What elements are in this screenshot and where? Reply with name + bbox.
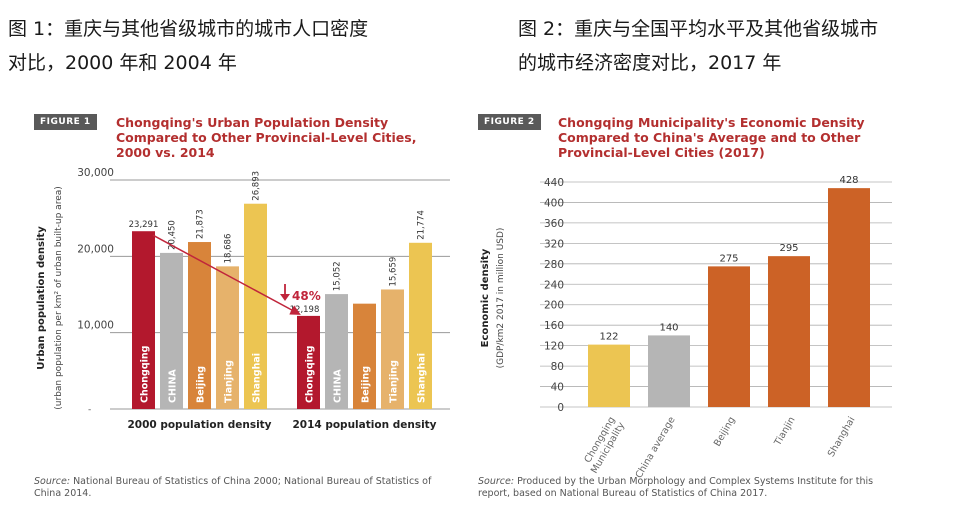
bar-value-label: 12,198 xyxy=(290,305,320,315)
bar-tianjin xyxy=(768,256,810,407)
bar-beijing-2000 xyxy=(188,242,211,409)
bar-category-label: Tianjing xyxy=(224,360,235,403)
group-label: 2000 population density xyxy=(127,419,271,431)
y-tick-label: 360 xyxy=(544,218,564,230)
figure1-source-text: National Bureau of Statistics of China 2… xyxy=(34,476,432,499)
y-tick-label: 280 xyxy=(544,259,564,271)
y-tick-label: 20,000 xyxy=(77,243,114,255)
figure2-title-line2: Compared to China's Average and to Other xyxy=(558,130,861,145)
bar-category-label: CHINA xyxy=(333,369,344,403)
bar-category-label: Shanghai xyxy=(252,353,263,403)
y-tick-label: 0 xyxy=(557,402,564,414)
y-tick-label: 30,000 xyxy=(77,167,114,179)
y-tick-label: 160 xyxy=(544,320,564,332)
bar-value-label: 18,686 xyxy=(224,234,234,264)
figure1-title-line2: Compared to Other Provincial-Level Citie… xyxy=(116,130,417,145)
x-tick-label-line: Shanghai xyxy=(826,415,858,459)
bar-shanghai-2014 xyxy=(409,242,432,409)
x-tick-label: China average xyxy=(634,415,678,480)
x-tick-label-line: Tianjin xyxy=(772,415,798,448)
figure1-badge: FIGURE 1 xyxy=(34,114,97,130)
bar-category-label: Chongqing xyxy=(305,346,316,403)
x-tick-label-line: China average xyxy=(634,415,678,480)
y-tick-label: 440 xyxy=(544,177,564,189)
bar-category-label: Beijing xyxy=(196,366,207,403)
figure2-title-line3: Provincial-Level Cities (2017) xyxy=(558,145,765,160)
bar-category-label: CHINA xyxy=(168,369,179,403)
y-tick-label: 320 xyxy=(544,238,564,250)
percent-annotation: 48% xyxy=(292,289,321,303)
figure1-title: Chongqing's Urban Population Density Com… xyxy=(116,115,416,160)
bar-value-label: 26,893 xyxy=(252,171,262,201)
bar-category-label: Tianjing xyxy=(389,360,400,403)
decline-arrow xyxy=(152,234,301,315)
population-density-chart: 10,000 20,000 30,000 - Urban population dens… xyxy=(36,167,450,431)
figure2-caption-line1: 图 2：重庆与全国平均水平及其他省级城市 xyxy=(518,18,879,40)
y-axis-title: Urban population density xyxy=(36,226,47,370)
x-tick-label: Shanghai xyxy=(826,415,858,459)
y-axis-subtitle: (GDP/km2 2017 in million USD) xyxy=(496,228,506,369)
figure2-source: Source: Produced by the Urban Morphology… xyxy=(478,476,898,500)
y-axis-subtitle: (urban population per km² of urban built… xyxy=(54,186,64,410)
bar-china-average xyxy=(648,335,690,407)
figure2-source-label: Source: xyxy=(478,476,515,487)
bar-tianjing-2014 xyxy=(381,289,404,409)
group-label: 2014 population density xyxy=(292,419,436,431)
figure1-caption-line1: 图 1：重庆与其他省级城市的城市人口密度 xyxy=(8,18,369,40)
bar-beijing xyxy=(708,266,750,407)
bar-chongqing-municipality xyxy=(588,344,630,407)
y-tick-label: 200 xyxy=(544,300,564,312)
down-arrow-head-icon xyxy=(280,294,290,301)
y-tick-label: 240 xyxy=(544,279,564,291)
bar-category-label: Shanghai xyxy=(417,353,428,403)
figure2-caption: 图 2：重庆与全国平均水平及其他省级城市 的城市经济密度对比，2017 年 xyxy=(518,12,948,80)
economic-density-chart: 0 40 80 120 160 200 240 280 320 360 400 440 Economic… xyxy=(480,175,892,480)
figure1-caption: 图 1：重庆与其他省级城市的城市人口密度 对比，2000 年和 2004 年 xyxy=(8,12,448,80)
bar-chongqing-2014 xyxy=(297,315,320,409)
bar-value-label: 20,450 xyxy=(168,220,178,250)
bar-beijing-2014 xyxy=(353,303,376,409)
bar-tianjing-2000 xyxy=(216,266,239,409)
y-axis-tick-dash: - xyxy=(88,405,91,415)
bar-value-label: 295 xyxy=(779,243,798,254)
figure2-title-line1: Chongqing Municipality's Economic Densit… xyxy=(558,115,865,130)
bar-category-label: Chongqing xyxy=(140,346,151,403)
bar-value-label: 428 xyxy=(839,175,858,186)
y-axis-title: Economic density xyxy=(480,248,491,347)
y-tick-label: 120 xyxy=(544,341,564,353)
bar-china-2000 xyxy=(160,252,183,409)
figure1-source-label: Source: xyxy=(34,476,71,487)
y-tick-label: 10,000 xyxy=(77,320,114,332)
y-tick-label: 400 xyxy=(544,197,564,209)
x-tick-label: Beijing xyxy=(712,415,738,449)
figure2-title: Chongqing Municipality's Economic Densit… xyxy=(558,115,865,160)
x-tick-label: ChongqingMunicipality xyxy=(579,415,627,476)
figure1-source: Source: National Bureau of Statistics of… xyxy=(34,476,444,500)
figure2-source-text: Produced by the Urban Morphology and Com… xyxy=(478,476,874,499)
bar-china-2014 xyxy=(325,294,348,409)
bar-shanghai-2000 xyxy=(244,203,267,409)
figure1-caption-line2: 对比，2000 年和 2004 年 xyxy=(8,52,237,74)
x-tick-label: Tianjin xyxy=(772,415,798,448)
figure1-title-line3: 2000 vs. 2014 xyxy=(116,145,215,160)
figure2-caption-line2: 的城市经济密度对比，2017 年 xyxy=(518,52,782,74)
bar-value-label: 140 xyxy=(659,322,678,333)
bar-value-label: 15,659 xyxy=(389,257,399,287)
bar-value-label: 122 xyxy=(599,332,618,343)
bar-category-label: Beijing xyxy=(361,366,372,403)
bar-value-label: 21,774 xyxy=(417,210,427,240)
bar-chongqing-2000 xyxy=(132,231,155,409)
y-tick-label: 80 xyxy=(551,361,564,373)
bar-value-label: 21,873 xyxy=(196,209,206,239)
figure1-title-line1: Chongqing's Urban Population Density xyxy=(116,115,389,130)
x-tick-label-line: Beijing xyxy=(712,415,738,449)
figure2-badge: FIGURE 2 xyxy=(478,114,541,130)
bar-value-label: 275 xyxy=(719,253,738,264)
y-tick-label: 40 xyxy=(551,382,564,394)
bar-shanghai xyxy=(828,188,870,407)
bar-value-label: 23,291 xyxy=(129,220,159,230)
bar-value-label: 15,052 xyxy=(333,261,343,291)
